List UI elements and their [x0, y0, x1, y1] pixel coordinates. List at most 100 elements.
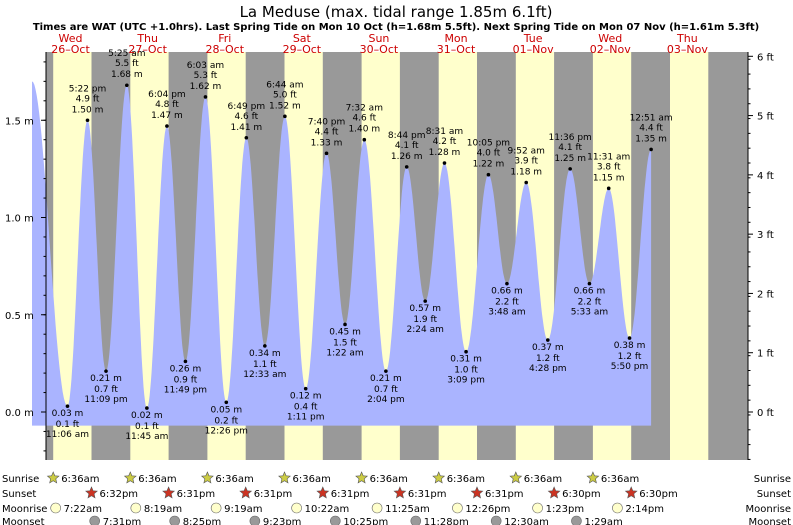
sunset-icon — [624, 486, 638, 499]
sunset-icon — [239, 486, 253, 499]
day-of-week-label: Wed — [59, 32, 83, 45]
tide-m-label: 0.66 m — [574, 287, 606, 297]
sunrise-icon — [509, 471, 523, 484]
sunrise-time: 6:36am — [61, 474, 99, 485]
tide-ft-label: 4.6 ft — [352, 114, 376, 124]
right-tick-label: 4 ft — [757, 171, 774, 182]
tide-time-label: 4:28 pm — [529, 364, 567, 374]
tide-ft-label: 4.4 ft — [315, 127, 339, 137]
date-label: 28–Oct — [205, 43, 244, 56]
right-tick-label: 5 ft — [757, 112, 774, 123]
tide-point — [65, 404, 70, 408]
tide-point — [384, 369, 388, 373]
moonrise-time: 12:26pm — [465, 504, 510, 515]
tide-m-label: 0.37 m — [532, 343, 564, 353]
tide-m-label: 0.31 m — [450, 355, 482, 365]
tide-point — [587, 281, 592, 286]
moonset-icon — [571, 515, 582, 525]
moonset-icon — [249, 515, 261, 525]
tide-time-label: 11:09 pm — [84, 395, 127, 405]
tide-m-label: 1.68 m — [111, 70, 143, 80]
moonset-time: 9:23pm — [263, 517, 302, 525]
tide-ft-label: 0.9 ft — [174, 375, 198, 385]
tide-ft-label: 0.7 ft — [374, 385, 398, 395]
sunset-time: 6:30pm — [639, 489, 678, 500]
tide-ft-label: 5.5 ft — [115, 59, 139, 69]
tide-point — [362, 137, 367, 142]
moonrise-icon — [371, 502, 383, 514]
moonset-time: 10:25pm — [343, 517, 388, 525]
tide-point — [343, 322, 347, 327]
moonset-time: 11:28pm — [424, 517, 469, 525]
tide-m-label: 1.50 m — [72, 105, 104, 115]
tide-point — [404, 165, 409, 169]
tide-point — [442, 161, 447, 165]
tide-ft-label: 1.2 ft — [618, 352, 642, 362]
tide-ft-label: 4.2 ft — [433, 137, 457, 147]
sunset-time: 6:31pm — [177, 489, 216, 500]
tide-ft-label: 0.4 ft — [294, 403, 318, 413]
day-of-week-label: Sat — [293, 32, 312, 45]
moonrise-time: 8:19am — [144, 504, 182, 515]
date-label: 27–Oct — [128, 43, 167, 56]
tide-time-label: 2:24 am — [407, 325, 444, 335]
sunrise-time: 6:36am — [524, 474, 562, 485]
tide-ft-label: 4.8 ft — [155, 100, 179, 110]
tide-time-label: 11:49 pm — [164, 385, 207, 395]
tide-m-label: 1.35 m — [635, 134, 667, 144]
sunrise-icon — [355, 471, 369, 484]
tide-m-label: 0.12 m — [290, 392, 322, 402]
row-label-left: Moonrise — [2, 504, 47, 515]
tide-time-label: 8:44 pm — [388, 131, 426, 141]
moonrise-icon — [291, 502, 302, 514]
day-of-week-label: Thu — [676, 32, 698, 45]
moonset-icon — [490, 515, 502, 525]
moonset-icon — [410, 515, 422, 525]
tide-time-label: 1:11 pm — [287, 413, 325, 423]
date-label: 29–Oct — [283, 43, 322, 56]
tide-m-label: 0.02 m — [131, 411, 163, 421]
day-headers: Wed26–OctThu27–OctFri28–OctSat29–OctSun3… — [51, 32, 708, 56]
sunrise-time: 6:36am — [447, 474, 485, 485]
tide-ft-label: 4.1 ft — [558, 143, 582, 153]
moonrise-time: 9:19am — [224, 504, 262, 515]
moonset-time: 8:25pm — [183, 517, 222, 525]
tide-time-label: 12:26 pm — [205, 426, 248, 436]
sunset-icon — [547, 486, 561, 499]
moonrise-time: 11:25am — [385, 504, 430, 515]
moonset-icon — [89, 515, 101, 525]
tide-ft-label: 0.1 ft — [56, 420, 80, 430]
tide-m-label: 1.18 m — [510, 167, 542, 177]
tide-ft-label: 1.1 ft — [253, 360, 277, 370]
tide-point — [568, 167, 572, 171]
right-tick-label: 0 ft — [757, 408, 774, 419]
tide-m-label: 1.62 m — [190, 82, 222, 92]
right-tick-label: 2 ft — [757, 289, 774, 300]
tide-time-label: 11:45 am — [125, 432, 168, 442]
tide-point — [224, 400, 229, 405]
left-tick-label: 0.5 m — [5, 311, 34, 322]
moonrise-icon — [210, 502, 222, 514]
tide-time-label: 6:04 pm — [148, 90, 186, 100]
tide-ft-label: 0.2 ft — [214, 416, 238, 426]
tide-time-label: 2:04 pm — [367, 395, 405, 405]
tide-m-label: 1.25 m — [554, 154, 586, 164]
tide-ft-label: 1.0 ft — [454, 366, 478, 376]
moonrise-icon — [452, 502, 463, 514]
moonrise-time: 2:14pm — [625, 504, 664, 515]
sunrise-icon — [432, 471, 446, 484]
date-label: 02–Nov — [590, 43, 631, 56]
tide-m-label: 1.28 m — [429, 148, 461, 158]
tide-point — [606, 186, 611, 191]
tide-curve — [32, 81, 652, 426]
tide-ft-label: 4.1 ft — [395, 141, 419, 151]
tide-time-label: 7:32 am — [346, 104, 383, 114]
tide-m-label: 0.57 m — [409, 304, 441, 314]
sunset-icon — [162, 486, 176, 499]
right-tick-label: 1 ft — [757, 349, 774, 360]
tide-point — [303, 386, 308, 391]
moonset-time: 7:31pm — [103, 517, 142, 525]
tide-point — [165, 124, 169, 128]
tide-m-label: 1.47 m — [151, 111, 183, 121]
